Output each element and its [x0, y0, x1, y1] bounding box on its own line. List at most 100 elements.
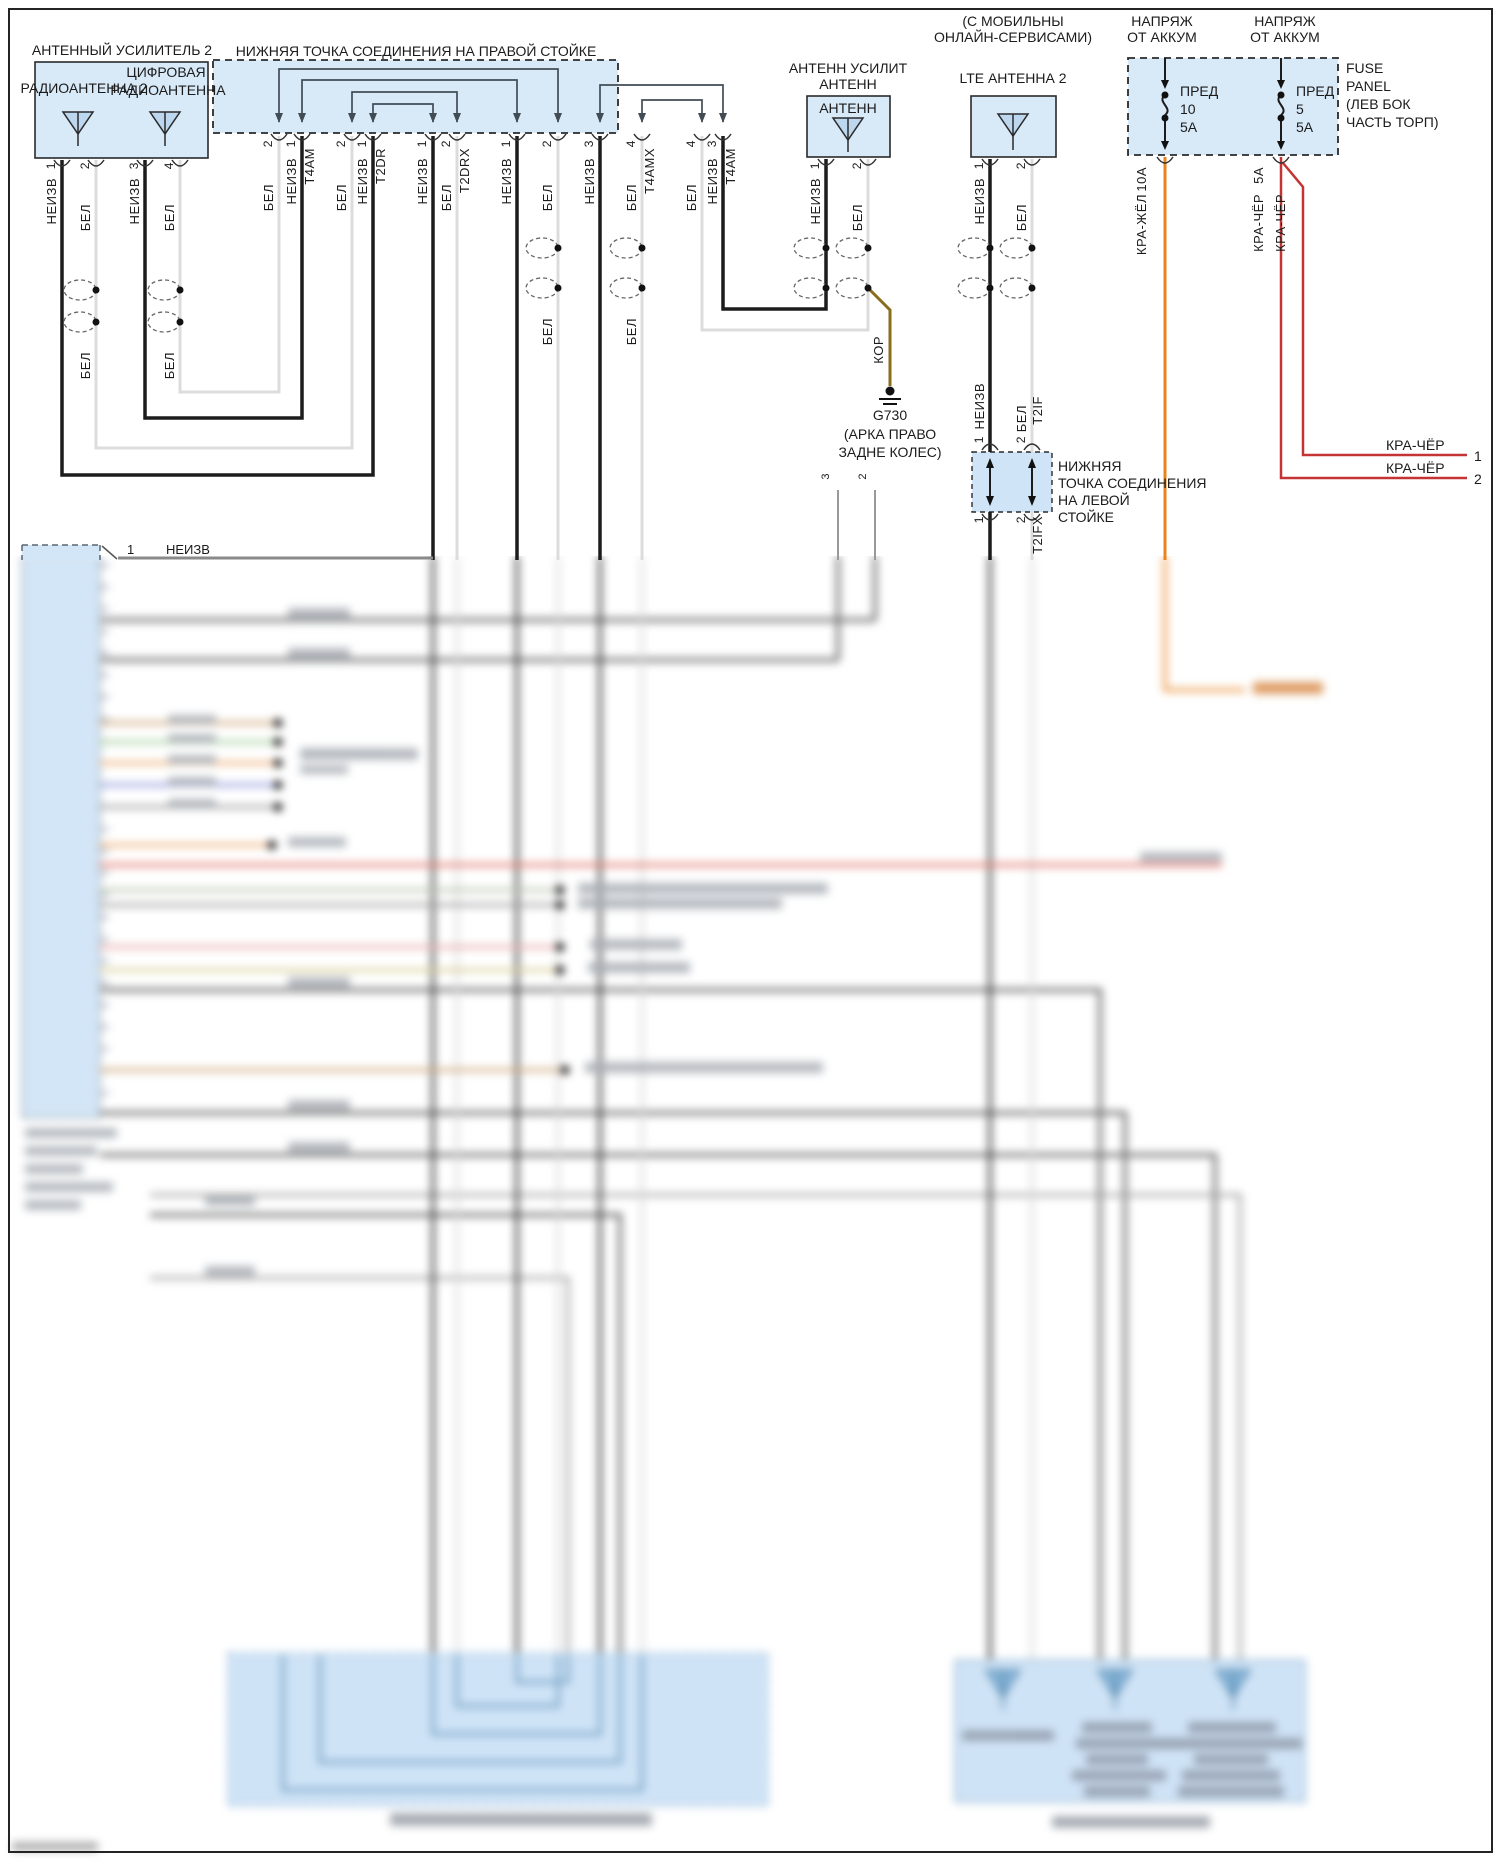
- connector-label: T2IFX: [1030, 516, 1045, 554]
- fuse1-number: 10: [1180, 101, 1196, 117]
- wire-label: 1: [972, 516, 986, 524]
- wire-label: 2: [78, 162, 92, 170]
- blurred-lower-region: [0, 556, 1500, 1861]
- wire-label: НЕИЗВ: [284, 158, 299, 205]
- left-connector-box: [21, 556, 101, 1119]
- wire-label: БЕЛ: [624, 318, 639, 346]
- splice-dots: [92, 244, 1036, 326]
- wire-label: БЕЛ: [540, 184, 555, 212]
- amp2-title: АНТЕННЫЙ УСИЛИТЕЛЬ 2: [31, 42, 213, 58]
- wire-label: НЕИЗВ: [705, 158, 720, 205]
- blurred-wiring-svg: [12, 556, 1323, 1851]
- fusepanel-line4: ЧАСТЬ ТОРП): [1346, 114, 1439, 130]
- wire-label: 1: [355, 140, 369, 148]
- left-pillar-junction-box: [971, 451, 1053, 513]
- fusepanel-line3: (ЛЕВ БОК: [1346, 96, 1411, 112]
- blurred-antenna-texts: [962, 1722, 1302, 1797]
- wire-label: 5А: [1251, 167, 1266, 184]
- red-wires: [1279, 157, 1467, 480]
- wire-label: БЕЛ: [334, 184, 349, 212]
- left-pillar-line1: НИЖНЯЯ: [1058, 458, 1122, 474]
- left-pillar-arrows: [986, 458, 1036, 506]
- amp2-digital-line2: РАДИОАНТЕННА: [110, 82, 226, 98]
- wire-label: БЕЛ: [684, 184, 699, 212]
- wire-label: БЕЛ: [261, 184, 276, 212]
- wire-label: 3: [582, 140, 596, 148]
- left-pillar-line3: НА ЛЕВОЙ: [1058, 492, 1130, 508]
- wire-label: 4: [162, 162, 176, 170]
- left-connector-box-top: [22, 545, 100, 560]
- fusepanel-line1: FUSE: [1346, 60, 1384, 76]
- wire-label: 4: [684, 140, 698, 148]
- brown-ground-wire: [866, 286, 892, 386]
- amp2-radioantenna2: РАДИОАНТЕННА 2: [20, 80, 148, 96]
- connector-label: T2IF: [1030, 396, 1045, 425]
- right-pillar-junction-box: [212, 59, 619, 134]
- wire-label: НЕИЗВ: [127, 178, 142, 225]
- batt-feed2-line2: ОТ АККУМ: [1250, 29, 1320, 45]
- wire-label: 1: [44, 162, 58, 170]
- connector-label: T2DR: [373, 148, 388, 184]
- connector-label: T4AM: [302, 148, 317, 185]
- ground-code: G730: [872, 407, 908, 423]
- wire-label: 1: [972, 162, 986, 170]
- left-pillar-line2: ТОЧКА СОЕДИНЕНИЯ: [1058, 475, 1207, 491]
- wire-label: 10А: [1134, 167, 1149, 192]
- wire-label: НЕИЗВ: [415, 158, 430, 205]
- connector-label: T4AM: [723, 148, 738, 185]
- wire-label: 2: [439, 140, 453, 148]
- colored-wires: [100, 721, 1222, 1072]
- black-wires: [60, 136, 992, 560]
- wire-label: БЕЛ: [162, 204, 177, 232]
- kra-cher-out2: КРА-ЧЁР: [1386, 460, 1445, 476]
- ant-amp-title2: АНТЕНН: [819, 76, 877, 92]
- wire-label: БЕЛ: [1014, 405, 1029, 433]
- ground-loc1: (АРКА ПРАВО: [843, 426, 937, 442]
- fusepanel-line2: PANEL: [1346, 78, 1391, 94]
- fuse-symbols: [1161, 58, 1285, 150]
- wire-label: 2: [850, 162, 864, 170]
- wire-label: БЕЛ: [439, 184, 454, 212]
- mobile-note1: (С МОБИЛЬНЫ: [962, 13, 1064, 29]
- left-pillar-line4: СТОЙКЕ: [1058, 509, 1115, 525]
- lte-title: LTE АНТЕННА 2: [959, 70, 1067, 86]
- wire-label: КОР: [871, 336, 886, 364]
- ground-loc2: ЗАДНЕ КОЛЕС): [838, 444, 942, 460]
- antenna-amplifier2-box: [34, 61, 209, 159]
- wire-label: НЕИЗВ: [972, 383, 987, 430]
- antenna-icons: [61, 111, 1030, 152]
- wire-label: 1: [808, 162, 822, 170]
- wire-label: БЕЛ: [162, 352, 177, 380]
- wire-label: КРА-ЧЁР: [1273, 194, 1288, 252]
- stub-pin-num: 3: [820, 473, 832, 480]
- left-connector-box-top-edge: [21, 544, 101, 560]
- mobile-note2: ОНЛАЙН-СЕРВИСАМИ): [933, 29, 1093, 45]
- ground-symbol: [879, 386, 901, 405]
- right-pillar-title: НИЖНЯЯ ТОЧКА СОЕДИНЕНИЯ НА ПРАВОЙ СТОЙКЕ: [235, 43, 597, 59]
- white-wire-continuations: [455, 556, 1034, 1660]
- wire-label: 1: [284, 140, 298, 148]
- terminal-dots: [267, 718, 570, 1075]
- fuse-panel-box: [1127, 57, 1339, 156]
- wire-label: БЕЛ: [1014, 204, 1029, 232]
- kra-cher-out2-pin: 2: [1474, 471, 1482, 487]
- ant-amp-title1: АНТЕНН УСИЛИТ: [788, 60, 908, 76]
- wire-label: 2: [1014, 436, 1028, 444]
- pin-arcs: [53, 133, 1290, 521]
- wire-label: 2: [334, 140, 348, 148]
- blurred-labels: [25, 608, 1222, 1276]
- wire-label: 2: [261, 140, 275, 148]
- batt-feed1-line2: ОТ АККУМ: [1127, 29, 1197, 45]
- bottom-left-junction-box: [227, 1652, 769, 1807]
- kra-cher-out1-pin: 1: [1474, 448, 1482, 464]
- ant-amp-inner-label: АНТЕНН: [819, 100, 877, 116]
- watermark-blob: [12, 1842, 98, 1851]
- wire-label: БЕЛ: [624, 184, 639, 212]
- bottom-left-brackets: [281, 1655, 644, 1792]
- connector-label: T2DRX: [457, 148, 472, 194]
- wire-label: БЕЛ: [540, 318, 555, 346]
- wire-label: 4: [624, 140, 638, 148]
